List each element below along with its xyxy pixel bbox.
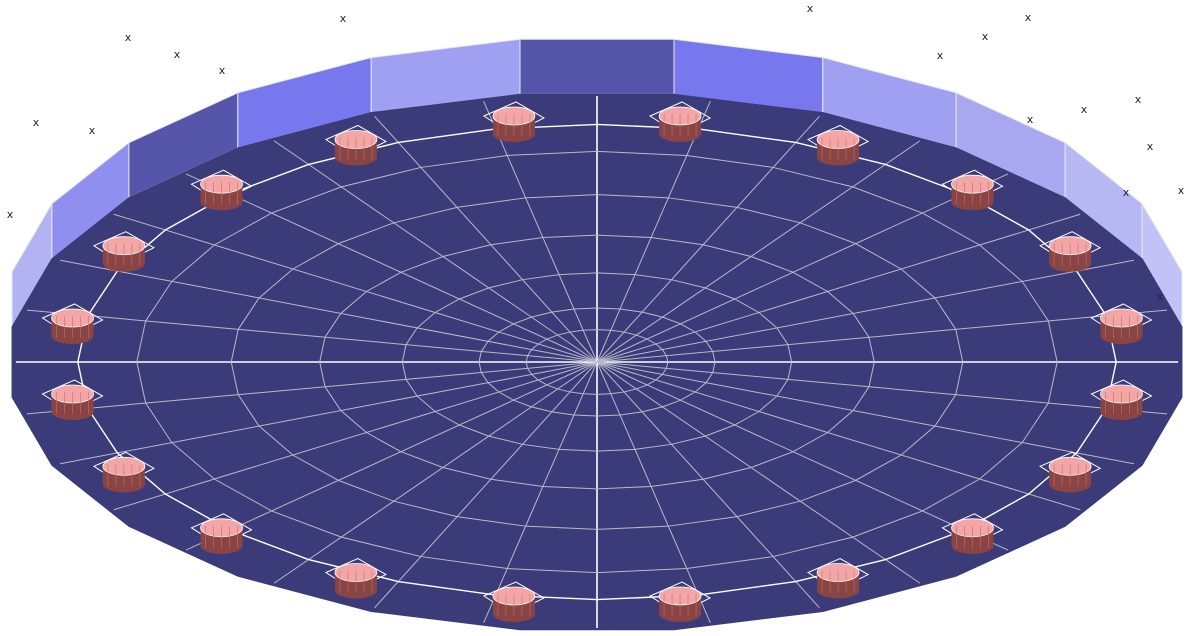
bolt (1090, 303, 1153, 344)
mesh-spoke (596, 361, 1009, 551)
bolt (941, 513, 1004, 554)
node-marker: x (89, 124, 96, 137)
mesh-spoke (185, 361, 598, 551)
plate-rim-wall (11, 38, 1183, 329)
mesh-spoke (113, 213, 598, 363)
node-marker: x (807, 2, 814, 15)
bolt (649, 581, 712, 623)
mesh-spoke (59, 361, 598, 465)
mesh-spoke (596, 140, 921, 363)
mesh-spoke (596, 100, 711, 363)
mesh-spoke (483, 100, 598, 363)
mesh-ring (478, 307, 716, 417)
node-marker: x (125, 31, 132, 44)
bolt (807, 124, 870, 166)
mesh-spoke (374, 115, 598, 363)
bolt (941, 169, 1004, 211)
mesh-spoke (26, 361, 598, 415)
bolt (324, 124, 387, 166)
mesh-spoke (596, 259, 1135, 363)
bolt (41, 303, 104, 344)
mesh-spoke (596, 361, 1135, 465)
node-marker: x (1025, 11, 1032, 24)
mesh-spoke (273, 140, 598, 363)
bolt (1039, 451, 1102, 493)
bolt (324, 557, 387, 599)
surface-mesh (15, 96, 1179, 628)
bolt (1039, 231, 1102, 272)
mesh-spoke (596, 361, 1168, 415)
mesh-spoke (596, 361, 921, 584)
mesh-ring (525, 329, 669, 395)
mesh-ring (230, 194, 964, 530)
node-marker: x (937, 49, 944, 62)
mesh-ring (401, 272, 793, 452)
mesh-ring (319, 234, 875, 490)
node-marker: x (1147, 140, 1154, 153)
mesh-ring (136, 150, 1058, 574)
bolt (482, 101, 545, 142)
node-marker: x (1135, 93, 1142, 106)
node-marker: x (1123, 186, 1130, 199)
mesh-spoke (596, 361, 820, 609)
mesh-spoke (596, 173, 1009, 363)
node-marker: x (33, 116, 40, 129)
node-marker: x (7, 208, 14, 221)
bolt (92, 451, 155, 493)
rim-wall-segment (519, 38, 675, 95)
mesh-spoke (113, 361, 598, 511)
mesh-spoke (483, 361, 598, 624)
bolt-ring (41, 101, 1153, 623)
bolt (807, 557, 870, 599)
node-marker: x (340, 12, 347, 25)
node-marker: x (1157, 290, 1164, 303)
mesh-spoke (273, 361, 598, 584)
node-marker: x (174, 48, 181, 61)
mesh-spoke (596, 361, 1081, 511)
bolt (649, 101, 712, 142)
mesh-spoke (26, 309, 598, 363)
bolt (41, 379, 104, 421)
mesh-spoke (185, 173, 598, 363)
mesh-spoke (596, 361, 711, 624)
node-marker: x (219, 64, 226, 77)
node-marker: x (1081, 103, 1088, 116)
node-marker: x (1178, 184, 1185, 197)
node-marker: x (1027, 113, 1034, 126)
mesh-spoke (596, 213, 1081, 363)
mesh-spoke (59, 259, 598, 363)
bolt (92, 231, 155, 272)
bolt (1090, 379, 1153, 421)
mesh-spoke (596, 309, 1168, 363)
bolt (190, 513, 253, 554)
mesh-spoke (596, 115, 820, 363)
node-marker: x (982, 30, 989, 43)
bolt (190, 169, 253, 211)
mesh-spoke (374, 361, 598, 609)
bolt (482, 581, 545, 623)
node-markers: x x x x x x x x x x x x x x x x x x (7, 2, 1185, 303)
